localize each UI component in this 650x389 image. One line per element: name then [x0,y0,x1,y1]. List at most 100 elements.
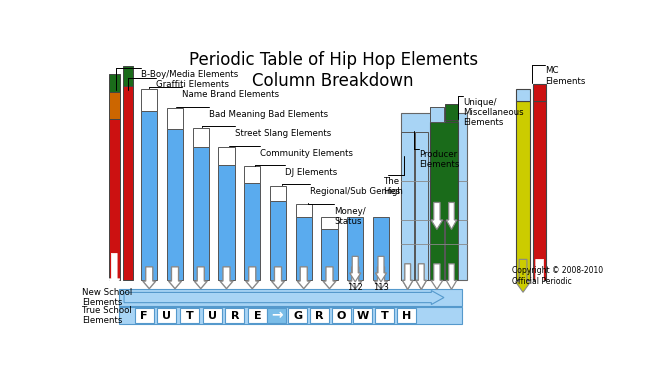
Bar [430,124,444,280]
Polygon shape [431,202,443,230]
Bar [347,217,363,280]
Bar [270,186,286,201]
Bar [533,101,547,280]
Bar [533,84,547,101]
Bar [244,183,260,280]
Polygon shape [194,267,207,289]
Polygon shape [416,264,426,289]
Polygon shape [532,259,547,292]
Polygon shape [348,267,362,289]
Polygon shape [246,267,259,289]
Bar [218,165,235,280]
Text: Street Slang Elements: Street Slang Elements [235,129,331,138]
Bar [445,103,458,120]
Bar [310,308,329,322]
Bar [218,147,235,165]
Bar [296,217,312,280]
Text: B-Boy/Media Elements: B-Boy/Media Elements [140,70,238,79]
Bar [157,308,176,322]
Bar [119,289,461,306]
Polygon shape [323,267,336,289]
Text: H: H [402,310,411,321]
Text: DJ Elements: DJ Elements [285,168,337,177]
Bar [516,101,530,280]
Bar [445,120,458,280]
Polygon shape [416,264,426,289]
Text: MC
Elements: MC Elements [545,66,585,86]
Bar [135,308,154,322]
Bar [109,92,120,119]
Text: The
High: The High [384,177,404,196]
Text: Community Elements: Community Elements [260,149,353,158]
Text: O: O [337,310,346,321]
Bar [267,308,286,322]
Bar [192,147,209,280]
Bar [270,201,286,280]
Bar [322,217,337,230]
Bar [322,230,337,280]
Text: R: R [231,310,239,321]
Bar [401,112,467,280]
Bar [192,128,209,147]
Bar [373,217,389,280]
Text: Money/
Status: Money/ Status [334,207,366,226]
Text: U: U [208,310,216,321]
Text: T: T [381,310,389,321]
Polygon shape [220,267,233,289]
Bar [203,308,222,322]
Text: Producer
Elements: Producer Elements [419,150,459,170]
Bar [396,308,416,322]
Polygon shape [297,267,310,289]
Polygon shape [376,256,387,282]
Text: Regional/Sub Genres: Regional/Sub Genres [311,187,400,196]
Text: T: T [186,310,194,321]
Text: U: U [162,310,172,321]
Polygon shape [515,259,530,292]
Text: Unique/
Miscellaneous
Elements: Unique/ Miscellaneous Elements [463,98,524,128]
Text: F: F [140,310,148,321]
Bar [180,308,199,322]
Bar [516,89,530,101]
Bar [375,308,394,322]
Text: W: W [357,310,369,321]
Text: R: R [315,310,324,321]
Bar [123,86,133,280]
Polygon shape [431,264,443,289]
Polygon shape [402,264,413,289]
Text: 112: 112 [347,283,363,292]
Polygon shape [109,253,120,291]
Bar [289,308,307,322]
Bar [244,166,260,183]
Text: New School
Elements: New School Elements [83,288,133,307]
Polygon shape [374,267,387,289]
Bar [354,308,372,322]
Bar [430,107,444,121]
FancyArrow shape [124,291,444,305]
Bar [123,66,133,86]
Bar [141,89,157,111]
Bar [141,111,157,280]
Bar [109,74,120,92]
Text: Graffiti Elements: Graffiti Elements [156,80,229,89]
Bar [415,132,428,280]
Bar [248,308,267,322]
Polygon shape [402,264,413,289]
Polygon shape [143,267,156,289]
Bar [119,307,461,324]
Polygon shape [447,202,457,230]
Text: Bad Meaning Bad Elements: Bad Meaning Bad Elements [209,110,328,119]
Bar [226,308,244,322]
Polygon shape [350,256,361,282]
Bar [430,107,444,124]
Polygon shape [168,267,181,289]
Text: →: → [271,308,283,322]
Text: 113: 113 [373,283,389,292]
Text: Name Brand Elements: Name Brand Elements [182,90,279,99]
Polygon shape [272,267,285,289]
Bar [296,204,312,217]
Text: G: G [293,310,302,321]
Bar [430,121,458,221]
Bar [167,129,183,280]
Text: E: E [254,310,261,321]
Text: True School
Elements: True School Elements [83,306,132,325]
